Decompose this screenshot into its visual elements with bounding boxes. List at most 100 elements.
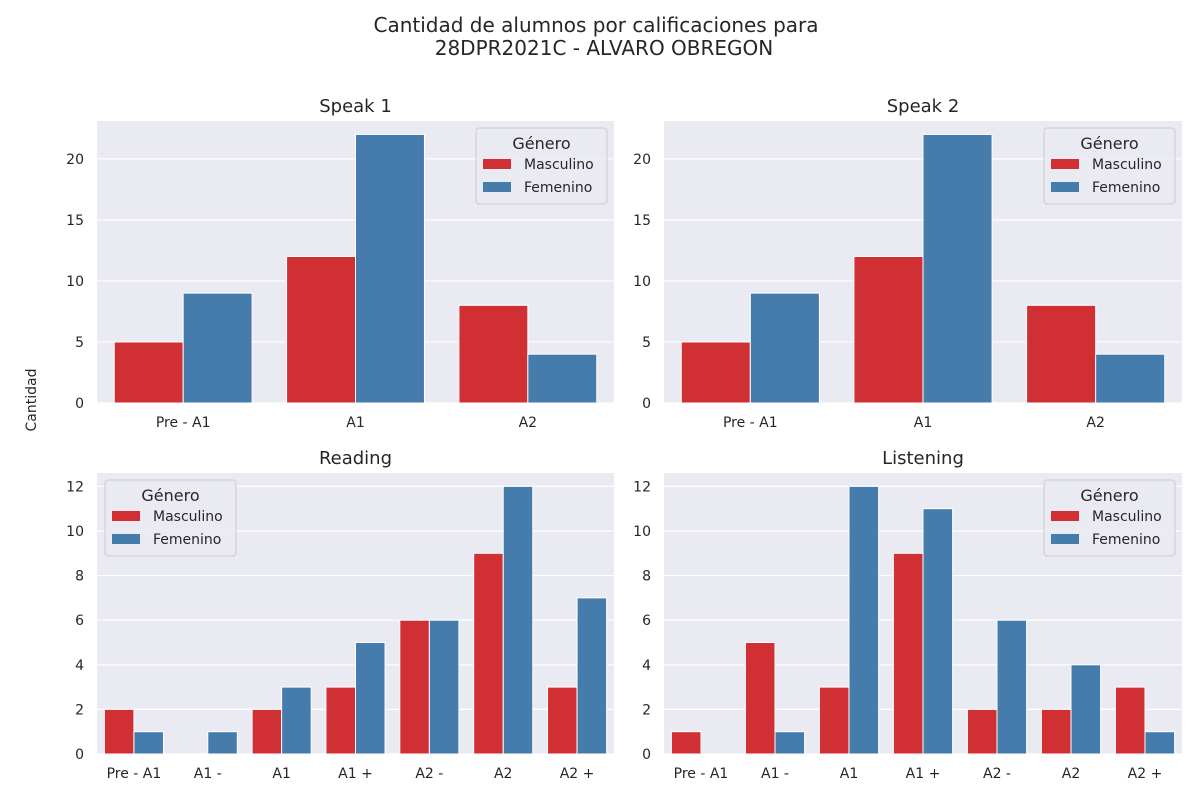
bar-masculino-6 [547, 686, 578, 755]
y-tick-label: 10 [66, 274, 84, 290]
x-tick-label: A1 - [194, 766, 222, 782]
legend: Género Masculino Femenino [104, 479, 237, 557]
legend-title: Género [1080, 486, 1138, 505]
bar-femenino-2 [527, 353, 598, 404]
bar-masculino-1 [744, 641, 776, 755]
y-tick-label: 4 [642, 658, 651, 674]
legend-label-femenino: Femenino [1092, 180, 1160, 196]
x-tick-label: A2 [1086, 415, 1104, 431]
legend-swatch-masculino [112, 511, 140, 521]
legend-title: Género [1080, 134, 1138, 153]
bar-masculino-2 [1026, 304, 1097, 404]
figure-title-line2: 28DPR2021C - ALVARO OBREGON [435, 36, 774, 60]
y-tick-label: 12 [66, 479, 84, 495]
bar-masculino-1 [286, 256, 357, 404]
bar-masculino-2 [458, 304, 529, 404]
x-tick-label: A1 [840, 766, 858, 782]
bar-femenino-3 [922, 508, 954, 755]
y-tick-label: 6 [75, 613, 84, 629]
y-tick-label: 0 [75, 396, 84, 412]
legend-label-femenino: Femenino [1092, 532, 1160, 548]
y-tick-label: 20 [633, 152, 651, 168]
panel-speak-1: 0 5 10 15 20 Pre - A1 A1 A2 Speak 1 Género Masculi… [66, 96, 614, 431]
x-tick-label: A2 [519, 415, 537, 431]
y-tick-label: 6 [642, 613, 651, 629]
y-tick-label: 8 [642, 569, 651, 585]
x-tick-label: A1 [914, 415, 932, 431]
x-tick-label: Pre - A1 [107, 766, 162, 782]
x-tick-label: A1 [346, 415, 364, 431]
bar-femenino-4 [996, 619, 1028, 755]
bar-femenino-1 [774, 731, 806, 755]
x-tick-label: Pre - A1 [156, 415, 211, 431]
bar-femenino-2 [1095, 353, 1166, 404]
legend-swatch-masculino [1051, 159, 1079, 169]
bar-masculino-2 [818, 686, 850, 755]
legend: Género Masculino Femenino [1043, 479, 1176, 557]
x-tick-label: A1 + [906, 766, 941, 782]
y-tick-label: 2 [75, 702, 84, 718]
bar-femenino-2 [848, 485, 880, 755]
legend-swatch-femenino [483, 182, 511, 192]
legend-label-masculino: Masculino [1092, 509, 1162, 525]
x-tick-label: A2 + [1128, 766, 1163, 782]
y-tick-label: 0 [642, 747, 651, 763]
bar-masculino-0 [113, 341, 184, 404]
legend-swatch-femenino [1051, 182, 1079, 192]
legend-label-femenino: Femenino [524, 180, 592, 196]
bar-femenino-1 [207, 731, 238, 755]
x-tick-label: A2 [1062, 766, 1080, 782]
bar-femenino-1 [355, 133, 425, 404]
x-tick-label: A2 - [983, 766, 1011, 782]
y-tick-label: 5 [642, 335, 651, 351]
legend-swatch-masculino [1051, 511, 1079, 521]
bar-masculino-4 [966, 708, 998, 755]
y-tick-label: 2 [642, 702, 651, 718]
legend-title: Género [141, 486, 199, 505]
bar-femenino-6 [1144, 731, 1176, 755]
panel-title: Speak 2 [887, 96, 960, 117]
bar-masculino-4 [399, 619, 430, 755]
x-tick-label: A2 + [560, 766, 595, 782]
legend-swatch-femenino [1051, 534, 1079, 544]
y-tick-label: 10 [633, 274, 651, 290]
bar-femenino-2 [281, 686, 312, 755]
x-tick-label: A2 - [415, 766, 443, 782]
bar-femenino-1 [922, 133, 993, 404]
x-tick-label: A2 [494, 766, 512, 782]
y-tick-label: 15 [633, 213, 651, 229]
y-tick-label: 20 [66, 152, 84, 168]
y-tick-label: 15 [66, 213, 84, 229]
bar-masculino-0 [103, 708, 135, 755]
bar-masculino-0 [670, 731, 702, 755]
bar-femenino-6 [576, 597, 608, 755]
x-tick-label: Pre - A1 [674, 766, 729, 782]
legend: Género Masculino Femenino [1043, 127, 1176, 205]
panel-speak-2: 0 5 10 15 20 Pre - A1 A1 A2 Speak 2 Género Masculi… [633, 96, 1182, 431]
y-tick-label: 8 [75, 569, 84, 585]
bar-femenino-5 [1070, 664, 1102, 755]
bar-femenino-3 [355, 641, 386, 755]
x-tick-label: A1 [272, 766, 290, 782]
legend-swatch-masculino [483, 159, 511, 169]
panel-title: Speak 1 [319, 96, 392, 117]
legend: Género Masculino Femenino [475, 127, 608, 205]
x-tick-label: A1 - [761, 766, 789, 782]
bar-masculino-3 [892, 552, 924, 755]
bar-femenino-0 [749, 292, 820, 404]
legend-label-femenino: Femenino [153, 532, 221, 548]
panel-title: Reading [319, 448, 392, 469]
bar-femenino-4 [428, 619, 460, 755]
y-tick-label: 0 [75, 747, 84, 763]
x-tick-label: Pre - A1 [723, 415, 778, 431]
y-tick-label: 5 [75, 335, 84, 351]
legend-label-masculino: Masculino [153, 509, 223, 525]
y-tick-label: 0 [642, 396, 651, 412]
y-tick-label: 10 [66, 524, 84, 540]
bar-femenino-0 [182, 292, 253, 404]
bar-masculino-6 [1114, 686, 1146, 755]
bar-femenino-5 [502, 485, 534, 755]
